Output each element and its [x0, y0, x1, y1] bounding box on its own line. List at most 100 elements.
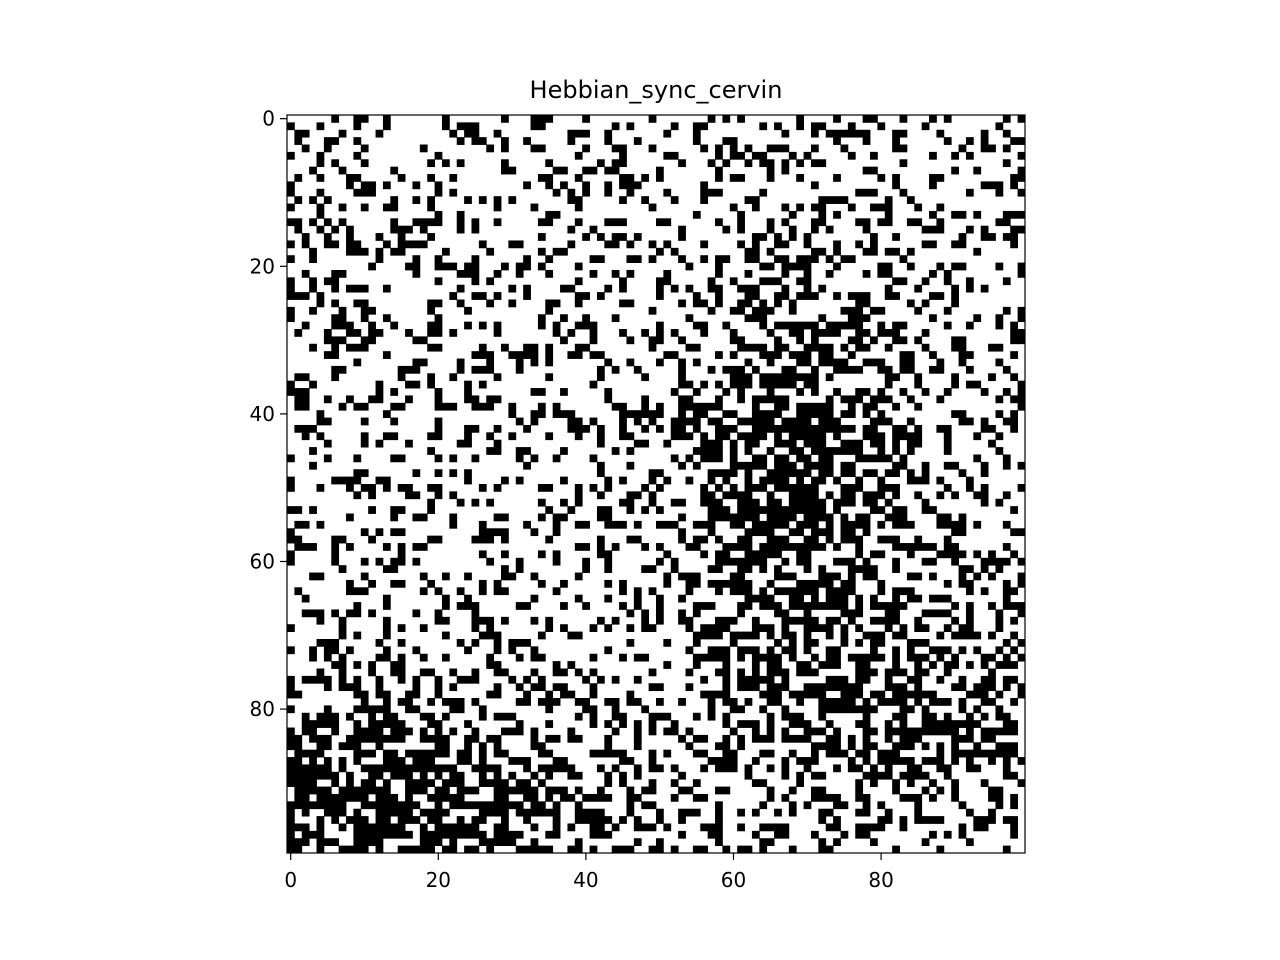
heatmap-cell	[560, 624, 568, 632]
heatmap-cell	[892, 174, 900, 182]
heatmap-cell	[810, 424, 819, 433]
heatmap-cell	[375, 793, 384, 802]
heatmap-cell	[656, 218, 664, 227]
heatmap-cell	[870, 439, 878, 448]
heatmap-cell	[759, 417, 768, 426]
heatmap-cell	[700, 447, 709, 455]
heatmap-cell	[877, 698, 886, 706]
heatmap-cell	[382, 705, 391, 714]
heatmap-cell	[537, 498, 546, 507]
heatmap-cell	[412, 262, 421, 271]
heatmap-cell	[670, 196, 679, 204]
heatmap-cell	[781, 284, 790, 293]
heatmap-cell	[478, 321, 487, 330]
heatmap-cell	[545, 624, 554, 632]
heatmap-cell	[648, 565, 657, 573]
heatmap-cell	[604, 793, 613, 802]
heatmap-cell	[412, 816, 421, 824]
heatmap-cell	[338, 314, 347, 323]
heatmap-cell	[936, 358, 945, 367]
heatmap-cell	[707, 698, 716, 706]
heatmap-cell	[833, 572, 841, 581]
heatmap-cell	[788, 233, 797, 241]
heatmap-cell	[294, 329, 303, 337]
heatmap-cell	[405, 845, 413, 854]
heatmap-cell	[870, 690, 878, 699]
heatmap-cell	[744, 255, 753, 263]
heatmap-cell	[434, 749, 443, 758]
heatmap-cell	[478, 771, 487, 780]
heatmap-cell	[810, 336, 819, 345]
heatmap-cell	[840, 395, 849, 404]
heatmap-cell	[980, 388, 989, 396]
heatmap-cell	[434, 793, 443, 802]
heatmap-cell	[530, 616, 539, 625]
heatmap-cell	[456, 159, 465, 168]
heatmap-cell	[368, 306, 376, 315]
heatmap-cell	[840, 528, 849, 537]
heatmap-cell	[641, 439, 650, 448]
heatmap-cell	[995, 432, 1004, 441]
heatmap-cell	[309, 675, 317, 684]
heatmap-cell	[397, 225, 406, 234]
heatmap-cell	[788, 845, 797, 854]
heatmap-cell	[353, 188, 362, 197]
heatmap-cell	[515, 808, 524, 817]
heatmap-cell	[774, 830, 782, 839]
heatmap-cell	[855, 535, 864, 544]
heatmap-cell	[692, 661, 701, 669]
heatmap-cell	[1017, 151, 1026, 160]
heatmap-cell	[346, 683, 354, 692]
heatmap-cell	[766, 159, 775, 168]
heatmap-cell	[346, 513, 354, 522]
heatmap-cell	[419, 786, 428, 795]
heatmap-cell	[995, 410, 1004, 418]
heatmap-cell	[825, 269, 834, 278]
heatmap-cell	[486, 734, 495, 743]
heatmap-cell	[847, 579, 856, 588]
heatmap-cell	[619, 159, 627, 168]
heatmap-cell	[825, 351, 834, 359]
heatmap-cell	[884, 329, 893, 337]
heatmap-cell	[309, 277, 317, 286]
heatmap-cell	[781, 439, 790, 448]
heatmap-cell	[427, 749, 435, 758]
heatmap-cell	[722, 624, 731, 632]
heatmap-cell	[427, 808, 435, 817]
heatmap-cell	[751, 203, 760, 212]
heatmap-cell	[965, 609, 974, 618]
heatmap-cell	[360, 786, 369, 795]
heatmap-cell	[619, 410, 627, 418]
heatmap-cell	[788, 653, 797, 662]
heatmap-cell	[287, 646, 295, 655]
heatmap-cell	[877, 631, 886, 640]
heatmap-cell	[921, 816, 930, 824]
heatmap-cell	[626, 358, 635, 367]
heatmap-cell	[884, 749, 893, 758]
heatmap-cell	[560, 690, 568, 699]
heatmap-cell	[456, 793, 465, 802]
heatmap-cell	[523, 845, 531, 854]
heatmap-cell	[449, 402, 458, 411]
heatmap-cell	[951, 543, 959, 551]
heatmap-cell	[825, 661, 834, 669]
heatmap-cell	[656, 594, 664, 603]
heatmap-cell	[892, 690, 900, 699]
heatmap-cell	[766, 528, 775, 537]
heatmap-cell	[833, 417, 841, 426]
heatmap-cell	[877, 491, 886, 500]
heatmap-cell	[678, 816, 686, 824]
heatmap-cell	[796, 351, 804, 359]
heatmap-cell	[906, 705, 915, 714]
heatmap-cell	[530, 594, 539, 603]
heatmap-cell	[1017, 757, 1026, 765]
heatmap-cell	[936, 609, 945, 618]
heatmap-cell	[434, 816, 443, 824]
heatmap-cell	[1010, 816, 1019, 824]
heatmap-cell	[294, 373, 303, 382]
heatmap-cell	[914, 203, 923, 212]
heatmap-cell	[493, 786, 502, 795]
heatmap-cell	[906, 690, 915, 699]
heatmap-cell	[567, 137, 576, 145]
heatmap-cell	[707, 690, 716, 699]
